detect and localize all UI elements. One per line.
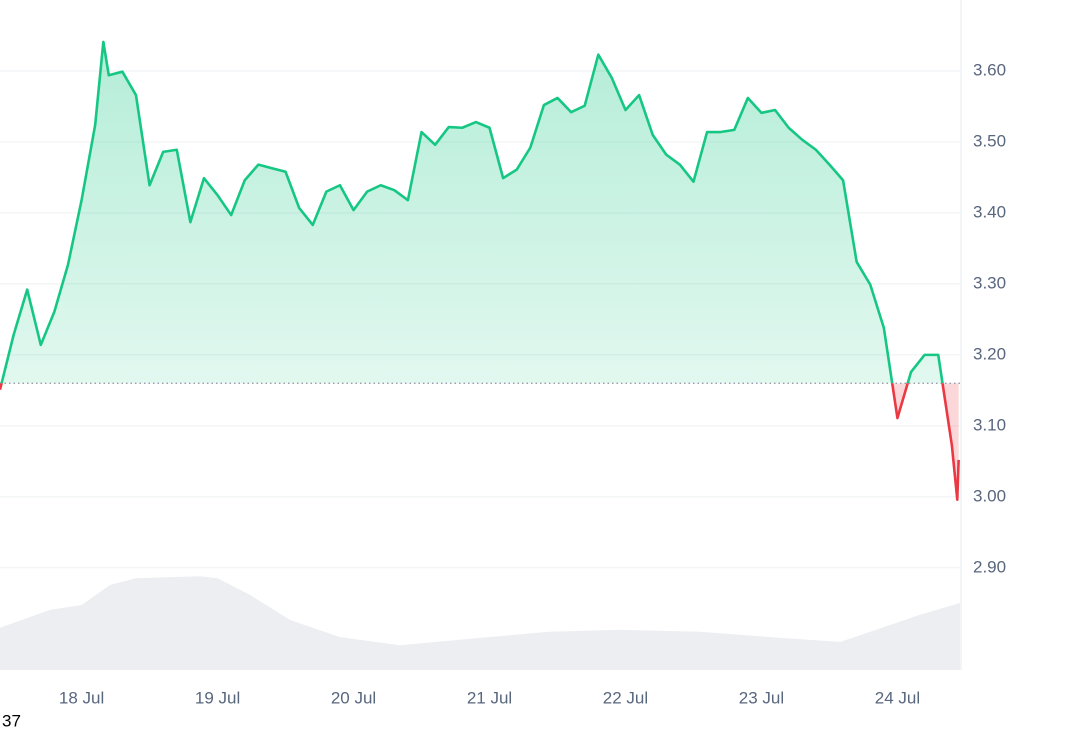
- y-tick-label: 3.40: [973, 202, 1006, 221]
- x-tick-label: 20 Jul: [331, 688, 376, 707]
- y-tick-label: 2.90: [973, 557, 1006, 576]
- x-tick-label: 19 Jul: [195, 688, 240, 707]
- y-tick-label: 3.50: [973, 131, 1006, 150]
- y-tick-label: 3.00: [973, 486, 1006, 505]
- price-line-up: [0, 40, 944, 384]
- x-tick-label: 18 Jul: [59, 688, 104, 707]
- area-up: [1, 41, 943, 384]
- x-tick-label: 21 Jul: [467, 688, 512, 707]
- y-tick-label: 3.10: [973, 415, 1006, 434]
- y-tick-label: 3.60: [973, 60, 1006, 79]
- y-tick-label: 3.30: [973, 273, 1006, 292]
- x-tick-label: 22 Jul: [603, 688, 648, 707]
- footer-text: 37: [2, 711, 21, 730]
- x-tick-label: 24 Jul: [875, 688, 920, 707]
- volume-area: [0, 576, 960, 670]
- x-tick-label: 23 Jul: [739, 688, 784, 707]
- y-tick-label: 3.20: [973, 344, 1006, 363]
